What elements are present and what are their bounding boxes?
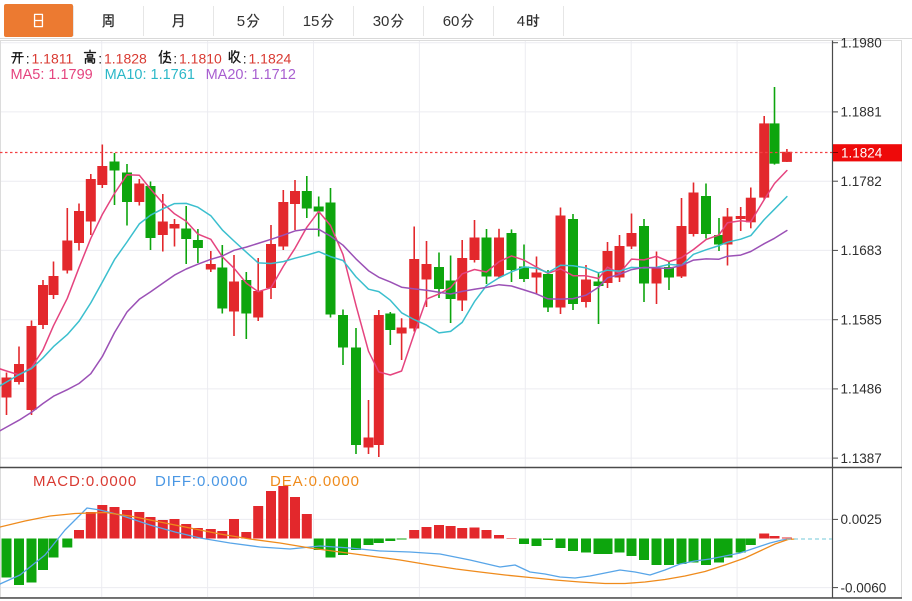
svg-text:0.0025: 0.0025 xyxy=(841,512,882,527)
svg-text:1.1782: 1.1782 xyxy=(841,174,882,189)
svg-text:60: 60 xyxy=(443,13,460,30)
svg-text:MA20: 1.1712: MA20: 1.1712 xyxy=(206,67,296,83)
svg-text:1.1811: 1.1811 xyxy=(32,51,74,67)
svg-text:5: 5 xyxy=(237,13,245,30)
svg-text:1.1980: 1.1980 xyxy=(841,36,882,51)
svg-text:1.1387: 1.1387 xyxy=(841,451,882,466)
svg-text:15: 15 xyxy=(303,13,320,30)
svg-text:MA10: 1.1761: MA10: 1.1761 xyxy=(105,67,195,83)
svg-text:1.1828: 1.1828 xyxy=(104,51,147,67)
svg-text:MACD:0.0000: MACD:0.0000 xyxy=(33,473,137,490)
svg-text:1.1810: 1.1810 xyxy=(179,51,222,67)
svg-text:1.1824: 1.1824 xyxy=(841,146,883,161)
svg-text::: : xyxy=(98,51,102,67)
svg-text:DIFF:0.0000: DIFF:0.0000 xyxy=(155,473,248,490)
svg-text:DEA:0.0000: DEA:0.0000 xyxy=(270,473,360,490)
svg-text::: : xyxy=(26,51,30,67)
svg-text:1.1683: 1.1683 xyxy=(841,243,882,258)
svg-text:1.1881: 1.1881 xyxy=(841,105,882,120)
svg-text:30: 30 xyxy=(373,13,390,30)
svg-text:-0.0060: -0.0060 xyxy=(841,580,887,595)
svg-text::: : xyxy=(243,51,247,67)
svg-text:1.1824: 1.1824 xyxy=(249,51,292,67)
svg-text:4: 4 xyxy=(517,13,525,30)
svg-text:MA5: 1.1799: MA5: 1.1799 xyxy=(11,67,93,83)
svg-text:1.1486: 1.1486 xyxy=(841,382,882,397)
svg-text:1.1585: 1.1585 xyxy=(841,313,882,328)
svg-text::: : xyxy=(173,51,177,67)
